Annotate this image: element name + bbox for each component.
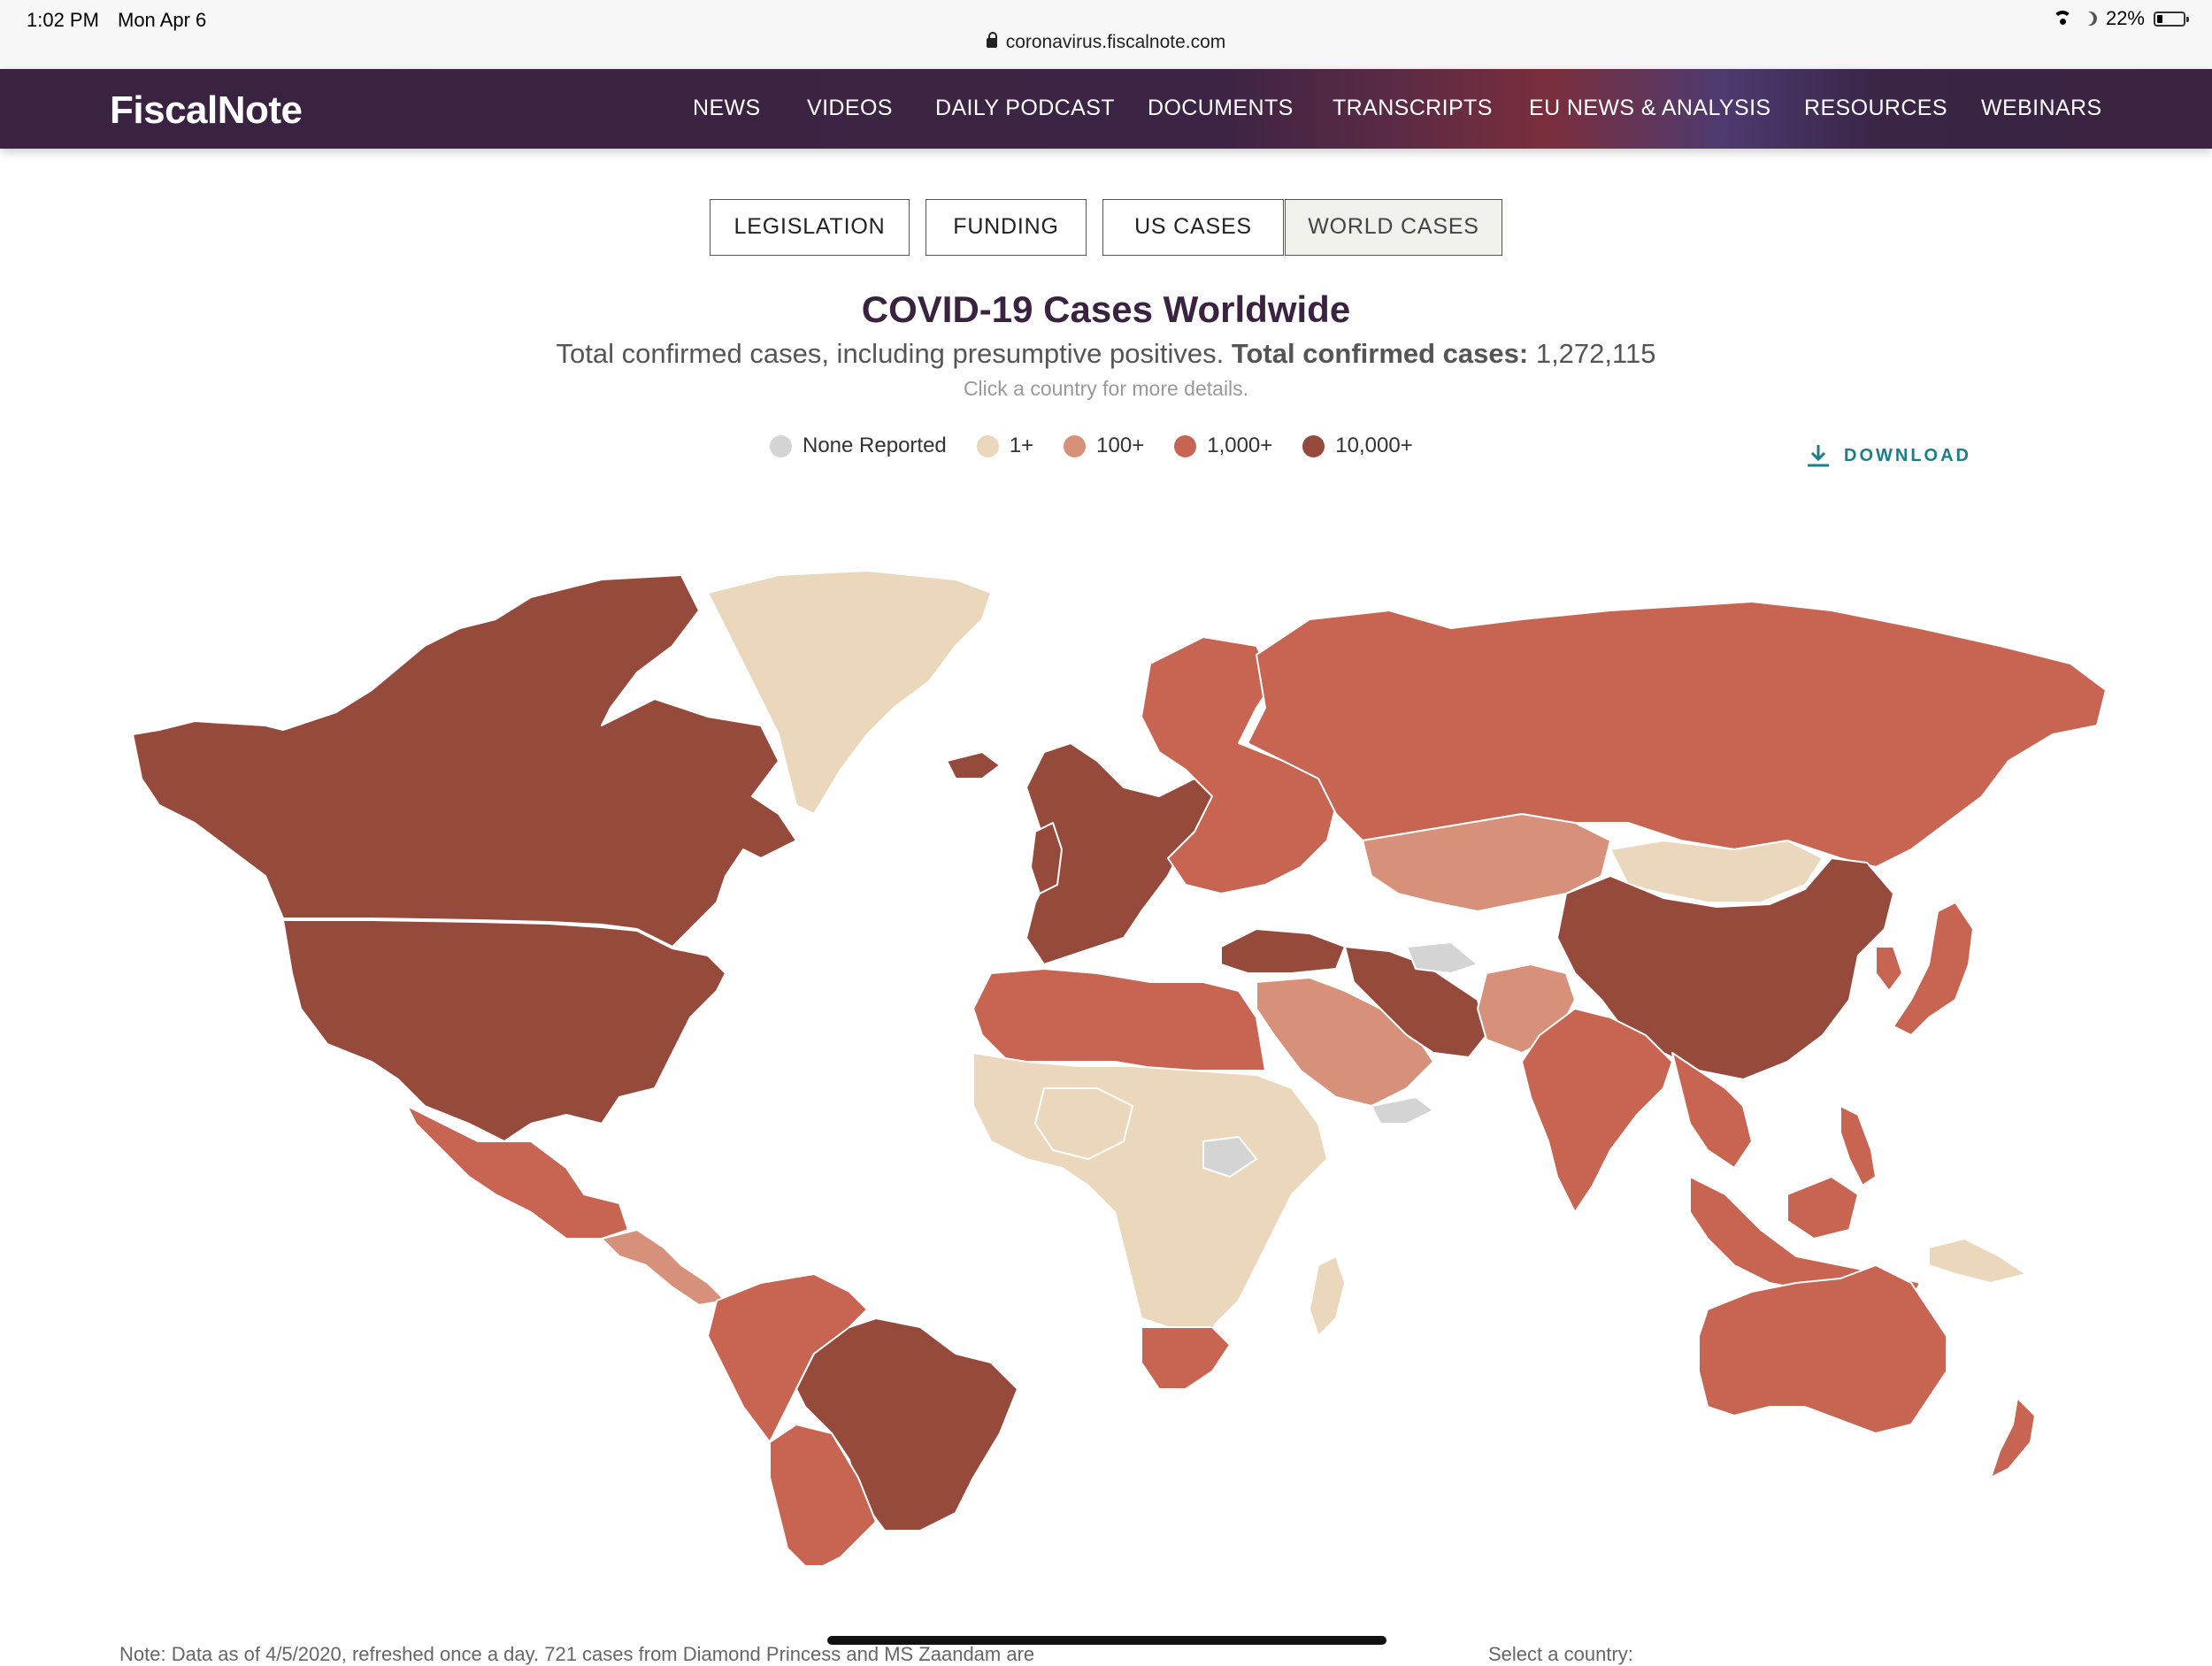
region-turkey[interactable]: [1220, 928, 1346, 974]
region-australia[interactable]: [1698, 1264, 1947, 1434]
region-uk[interactable]: [1030, 822, 1063, 894]
legend-dot-1000plus: [1174, 434, 1197, 457]
page-title: COVID-19 Cases Worldwide: [861, 288, 1351, 330]
region-south-sudan[interactable]: [1202, 1136, 1257, 1178]
nav-documents[interactable]: DOCUMENTS: [1148, 96, 1294, 120]
region-iceland[interactable]: [946, 751, 1001, 779]
map-legend: None Reported 1+ 100+ 1,000+ 10,000+: [770, 434, 1443, 458]
legend-dot-1plus: [976, 434, 999, 457]
nav-transcripts[interactable]: TRANSCRIPTS: [1333, 96, 1493, 120]
status-time: 1:02 PM: [27, 9, 99, 31]
subtitle-text: Total confirmed cases, including presump…: [556, 338, 1232, 369]
region-north-africa[interactable]: [972, 968, 1266, 1071]
battery-icon: [2154, 11, 2189, 27]
nav-resources[interactable]: RESOURCES: [1804, 96, 1947, 120]
region-korea[interactable]: [1875, 946, 1903, 992]
nav-eu-news[interactable]: EU NEWS & ANALYSIS: [1529, 96, 1771, 120]
page-subtitle: Total confirmed cases, including presump…: [0, 338, 2212, 370]
address-bar[interactable]: coronavirus.fiscalnote.com: [0, 32, 2212, 53]
region-sub-saharan-africa[interactable]: [972, 1052, 1328, 1328]
lock-icon: [986, 32, 997, 48]
wifi-icon: [2052, 11, 2074, 27]
region-new-zealand[interactable]: [1990, 1397, 2036, 1478]
site-header: FiscalNote NEWS VIDEOS DAILY PODCAST DOC…: [0, 69, 2212, 149]
battery-percent: 22%: [2105, 7, 2145, 29]
region-mongolia[interactable]: [1609, 840, 1824, 903]
status-bar: 1:02 PM Mon Apr 6 coronavirus.fiscalnote…: [0, 0, 2212, 71]
nav-videos[interactable]: VIDEOS: [807, 96, 893, 120]
legend-none: None Reported: [770, 434, 947, 458]
legend-dot-10000plus: [1302, 434, 1325, 457]
legend-dot-100plus: [1064, 434, 1087, 457]
region-brazil[interactable]: [795, 1317, 1018, 1532]
total-label: Total confirmed cases:: [1231, 338, 1529, 369]
nav-webinars[interactable]: WEBINARS: [1981, 96, 2102, 120]
nav-news[interactable]: NEWS: [693, 96, 761, 120]
region-central-america[interactable]: [601, 1229, 726, 1306]
region-yemen[interactable]: [1371, 1096, 1434, 1125]
region-middle-east[interactable]: [1256, 977, 1434, 1107]
tab-legislation[interactable]: LEGISLATION: [710, 199, 910, 256]
region-alaska-canada[interactable]: [132, 574, 797, 948]
legend-dot-none: [770, 434, 792, 457]
region-united-states[interactable]: [282, 919, 726, 1142]
legend-10000plus: 10,000+: [1302, 434, 1413, 458]
moon-icon: [2083, 12, 2097, 26]
region-west-africa[interactable]: [1034, 1087, 1133, 1160]
world-map[interactable]: [106, 557, 2141, 1566]
region-papua[interactable]: [1928, 1238, 2027, 1284]
tab-funding[interactable]: FUNDING: [926, 199, 1087, 256]
home-indicator[interactable]: [827, 1636, 1386, 1645]
region-kazakhstan[interactable]: [1362, 813, 1611, 912]
region-japan[interactable]: [1893, 902, 1974, 1036]
download-button[interactable]: DOWNLOAD: [1805, 442, 1971, 469]
region-mainland-southeast-asia[interactable]: [1671, 1052, 1753, 1169]
fiscalnote-logo[interactable]: FiscalNote: [110, 88, 303, 132]
map-hint: Click a country for more details.: [963, 377, 1249, 400]
status-icons: 22%: [2052, 7, 2189, 30]
region-russia[interactable]: [1247, 601, 2107, 868]
tab-world-cases[interactable]: WORLD CASES: [1285, 199, 1502, 256]
legend-1000plus: 1,000+: [1174, 434, 1272, 458]
select-country-label: Select a country:: [1488, 1643, 1633, 1665]
status-date: Mon Apr 6: [118, 9, 207, 31]
region-turkmenistan[interactable]: [1406, 941, 1479, 974]
region-greenland[interactable]: [707, 570, 992, 815]
tab-us-cases[interactable]: US CASES: [1102, 199, 1284, 256]
download-icon: [1808, 445, 1829, 467]
region-madagascar[interactable]: [1309, 1255, 1346, 1337]
legend-1plus: 1+: [976, 434, 1033, 458]
region-india[interactable]: [1521, 1008, 1673, 1213]
region-borneo[interactable]: [1786, 1176, 1859, 1240]
data-note: Note: Data as of 4/5/2020, refreshed onc…: [119, 1643, 1035, 1665]
legend-100plus: 100+: [1064, 434, 1144, 458]
region-china[interactable]: [1556, 857, 1894, 1080]
total-value: 1,272,115: [1535, 338, 1656, 369]
region-argentina-chile[interactable]: [769, 1424, 877, 1566]
region-south-africa[interactable]: [1141, 1326, 1231, 1390]
region-philippines[interactable]: [1839, 1105, 1877, 1186]
nav-daily-podcast[interactable]: DAILY PODCAST: [935, 96, 1115, 120]
url-text: coronavirus.fiscalnote.com: [1005, 32, 1226, 52]
